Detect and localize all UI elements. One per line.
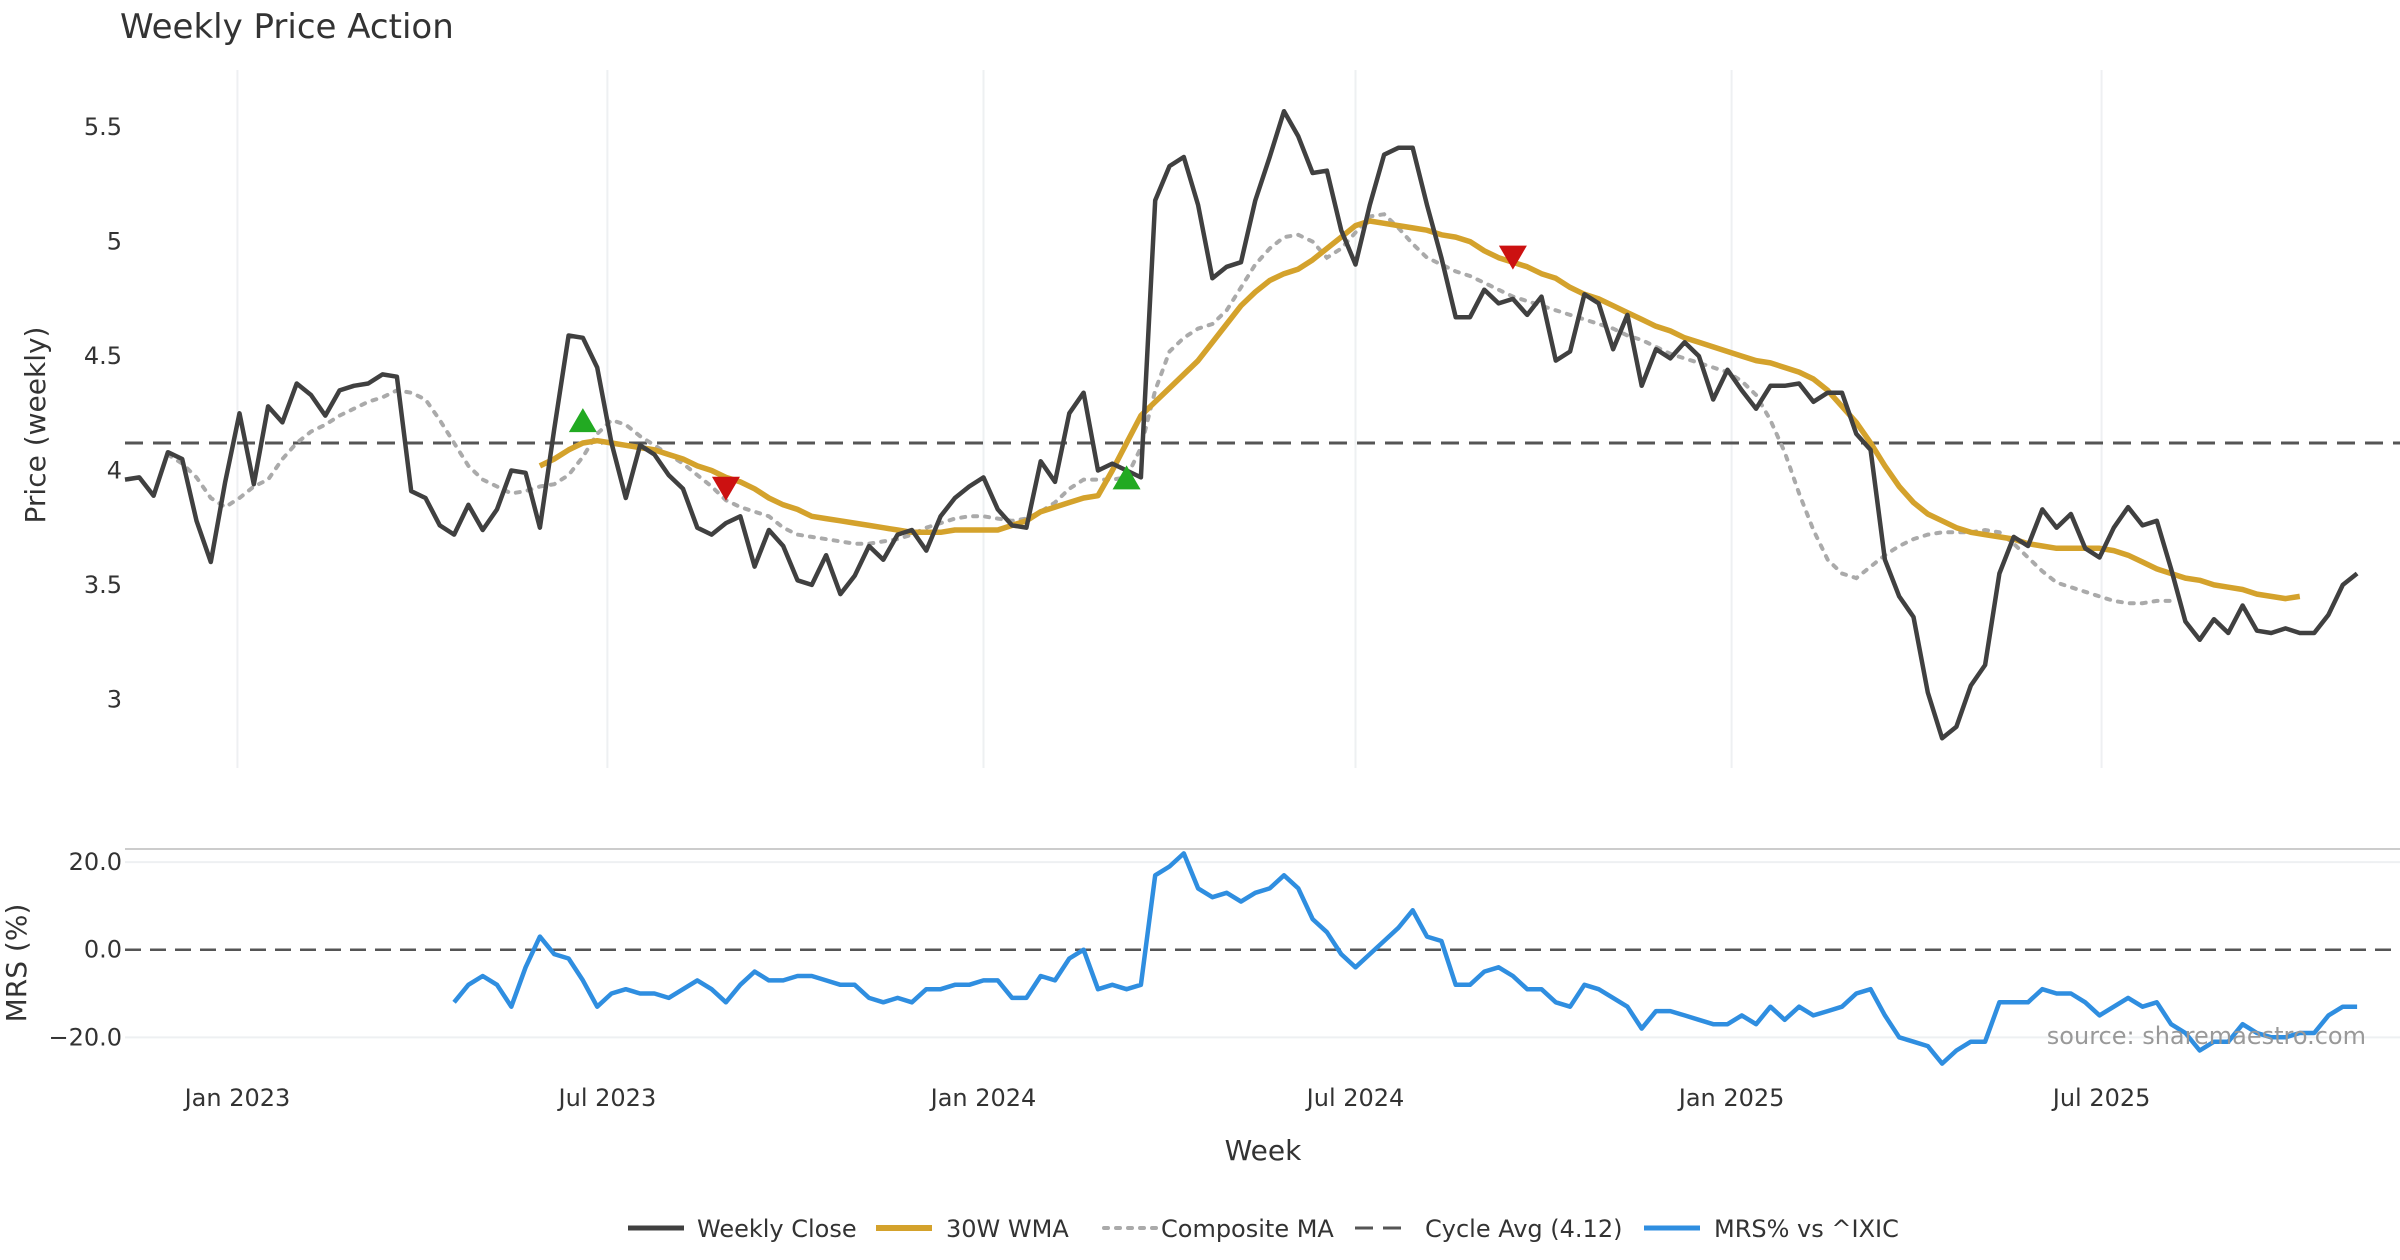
price-y-tick-label: 5.5 (84, 113, 122, 141)
buy-signal-marker (568, 408, 597, 433)
mrs-y-tick-labels: 20.0 0.0 −20.0 (48, 848, 122, 1051)
legend-close-label: Weekly Close (697, 1215, 857, 1243)
legend-cycle-label: Cycle Avg (4.12) (1425, 1215, 1622, 1243)
source-note: source: sharemaestro.com (2047, 1022, 2366, 1050)
composite-ma-line (165, 212, 2174, 606)
legend-mrs-label: MRS% vs ^IXIC (1714, 1215, 1899, 1243)
price-panel-grid (236, 70, 2103, 768)
legend-wma-label: 30W WMA (946, 1215, 1069, 1243)
mrs-y-tick-label: −20.0 (48, 1023, 122, 1051)
x-tick-label: Jul 2025 (2051, 1084, 2151, 1112)
mrs-panel-grid (125, 861, 2400, 1039)
weekly-close-line (124, 108, 2359, 741)
sell-signal-marker (1498, 245, 1527, 270)
x-tick-labels: Jan 2023 Jul 2023 Jan 2024 Jul 2024 Jan 2025… (183, 1084, 2151, 1112)
x-axis-label: Week (1225, 1134, 1302, 1167)
chart-title: Weekly Price Action (120, 7, 454, 47)
mrs-y-tick-label: 0.0 (84, 936, 122, 964)
x-tick-label: Jul 2023 (557, 1084, 657, 1112)
legend-composite-label: Composite MA (1161, 1215, 1334, 1243)
x-tick-label: Jan 2024 (929, 1084, 1037, 1112)
sell-signal-marker (711, 476, 740, 501)
price-y-tick-label: 5 (107, 228, 122, 256)
price-y-tick-labels: 3 3.5 4 4.5 5 5.5 (84, 113, 122, 713)
legend: Weekly Close 30W WMA Composite MA Cycle … (628, 1215, 1899, 1243)
x-tick-label: Jul 2024 (1305, 1084, 1405, 1112)
price-y-tick-label: 4 (107, 456, 122, 484)
wma-30w-line (538, 218, 2301, 602)
mrs-line (452, 851, 2358, 1066)
price-y-axis-label: Price (weekly) (19, 327, 52, 524)
x-tick-label: Jan 2023 (183, 1084, 291, 1112)
price-y-tick-label: 4.5 (84, 342, 122, 370)
x-tick-label: Jan 2025 (1677, 1084, 1785, 1112)
price-y-tick-label: 3 (107, 685, 122, 713)
buy-signal-marker (1112, 465, 1141, 490)
mrs-y-tick-label: 20.0 (69, 848, 122, 876)
signal-markers (568, 245, 1527, 501)
mrs-y-axis-label: MRS (%) (0, 904, 33, 1023)
price-y-tick-label: 3.5 (84, 571, 122, 599)
